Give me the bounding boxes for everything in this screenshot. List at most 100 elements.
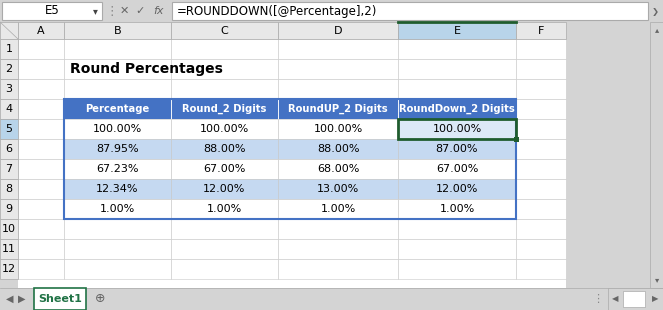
Text: 100.00%: 100.00% bbox=[314, 124, 363, 134]
Bar bbox=[18, 39, 64, 59]
Bar bbox=[171, 119, 278, 139]
Text: C: C bbox=[221, 25, 228, 36]
Bar bbox=[278, 179, 398, 199]
Bar bbox=[171, 239, 278, 259]
Bar bbox=[623, 291, 645, 307]
Bar bbox=[398, 59, 516, 79]
Bar bbox=[18, 139, 64, 159]
Bar bbox=[64, 119, 171, 139]
Text: 12.00%: 12.00% bbox=[204, 184, 246, 194]
Text: B: B bbox=[113, 25, 121, 36]
Text: 100.00%: 100.00% bbox=[200, 124, 249, 134]
Text: Percentage: Percentage bbox=[86, 104, 150, 114]
Text: 2: 2 bbox=[5, 64, 13, 74]
Text: E: E bbox=[453, 25, 461, 36]
Text: 1.00%: 1.00% bbox=[320, 204, 355, 214]
Bar bbox=[398, 259, 516, 279]
Bar bbox=[278, 259, 398, 279]
Bar bbox=[0, 159, 18, 179]
Text: 7: 7 bbox=[5, 164, 13, 174]
Text: ▾: ▾ bbox=[655, 276, 659, 285]
Bar bbox=[0, 259, 18, 279]
Text: 100.00%: 100.00% bbox=[432, 124, 481, 134]
Text: E5: E5 bbox=[44, 5, 60, 17]
Text: 1: 1 bbox=[5, 44, 13, 54]
Text: ▶: ▶ bbox=[652, 294, 658, 303]
Text: 13.00%: 13.00% bbox=[317, 184, 359, 194]
Text: 87.00%: 87.00% bbox=[436, 144, 478, 154]
Bar bbox=[171, 99, 278, 119]
Text: 1.00%: 1.00% bbox=[207, 204, 242, 214]
Bar bbox=[64, 139, 171, 159]
Bar bbox=[398, 139, 516, 159]
Bar bbox=[18, 59, 64, 79]
Bar bbox=[64, 179, 171, 199]
Text: ▴: ▴ bbox=[655, 25, 659, 34]
Bar bbox=[398, 99, 516, 119]
Bar bbox=[398, 199, 516, 219]
Bar bbox=[64, 219, 171, 239]
Text: ✓: ✓ bbox=[135, 6, 145, 16]
Bar bbox=[516, 22, 566, 39]
Bar bbox=[398, 39, 516, 59]
Text: 1.00%: 1.00% bbox=[100, 204, 135, 214]
Text: ◀: ◀ bbox=[612, 294, 619, 303]
Bar bbox=[278, 79, 398, 99]
Bar bbox=[278, 239, 398, 259]
Text: ▶: ▶ bbox=[19, 294, 26, 304]
Bar bbox=[171, 119, 278, 139]
Bar bbox=[0, 199, 18, 219]
Bar bbox=[398, 159, 516, 179]
Bar bbox=[398, 22, 516, 39]
Bar bbox=[516, 139, 566, 159]
Bar bbox=[516, 79, 566, 99]
Text: fx: fx bbox=[152, 6, 163, 16]
Bar bbox=[64, 159, 171, 179]
Bar bbox=[278, 179, 398, 199]
Bar bbox=[64, 99, 171, 119]
Bar bbox=[516, 119, 566, 139]
Bar bbox=[18, 22, 64, 39]
Bar bbox=[18, 39, 566, 288]
Bar bbox=[171, 219, 278, 239]
Bar bbox=[171, 139, 278, 159]
Bar bbox=[171, 159, 278, 179]
Bar bbox=[516, 39, 566, 59]
Bar bbox=[171, 179, 278, 199]
Bar bbox=[0, 79, 18, 99]
Text: ▾: ▾ bbox=[93, 6, 97, 16]
Text: 1.00%: 1.00% bbox=[440, 204, 475, 214]
Bar bbox=[516, 259, 566, 279]
Bar bbox=[278, 139, 398, 159]
Bar bbox=[64, 99, 171, 119]
Text: 10: 10 bbox=[2, 224, 16, 234]
Bar bbox=[171, 199, 278, 219]
Bar bbox=[278, 59, 398, 79]
Bar bbox=[516, 59, 566, 79]
Text: 88.00%: 88.00% bbox=[204, 144, 246, 154]
Bar bbox=[171, 199, 278, 219]
Text: RoundUP_2 Digits: RoundUP_2 Digits bbox=[288, 104, 388, 114]
Bar bbox=[398, 159, 516, 179]
Text: Round Percentages: Round Percentages bbox=[70, 62, 223, 76]
Bar bbox=[398, 119, 516, 139]
Bar bbox=[398, 99, 516, 119]
Text: ⋮: ⋮ bbox=[106, 5, 118, 17]
Bar bbox=[516, 239, 566, 259]
Bar bbox=[278, 219, 398, 239]
Text: 67.00%: 67.00% bbox=[436, 164, 478, 174]
Text: Sheet1: Sheet1 bbox=[38, 294, 82, 304]
Text: 12.00%: 12.00% bbox=[436, 184, 478, 194]
Bar bbox=[514, 136, 518, 141]
Bar bbox=[171, 39, 278, 59]
Text: 67.23%: 67.23% bbox=[96, 164, 139, 174]
Text: 8: 8 bbox=[5, 184, 13, 194]
Text: 68.00%: 68.00% bbox=[317, 164, 359, 174]
Text: 88.00%: 88.00% bbox=[317, 144, 359, 154]
Text: 100.00%: 100.00% bbox=[93, 124, 142, 134]
Bar bbox=[516, 199, 566, 219]
Bar bbox=[171, 22, 278, 39]
Bar bbox=[64, 139, 171, 159]
Text: D: D bbox=[333, 25, 342, 36]
Bar bbox=[278, 99, 398, 119]
